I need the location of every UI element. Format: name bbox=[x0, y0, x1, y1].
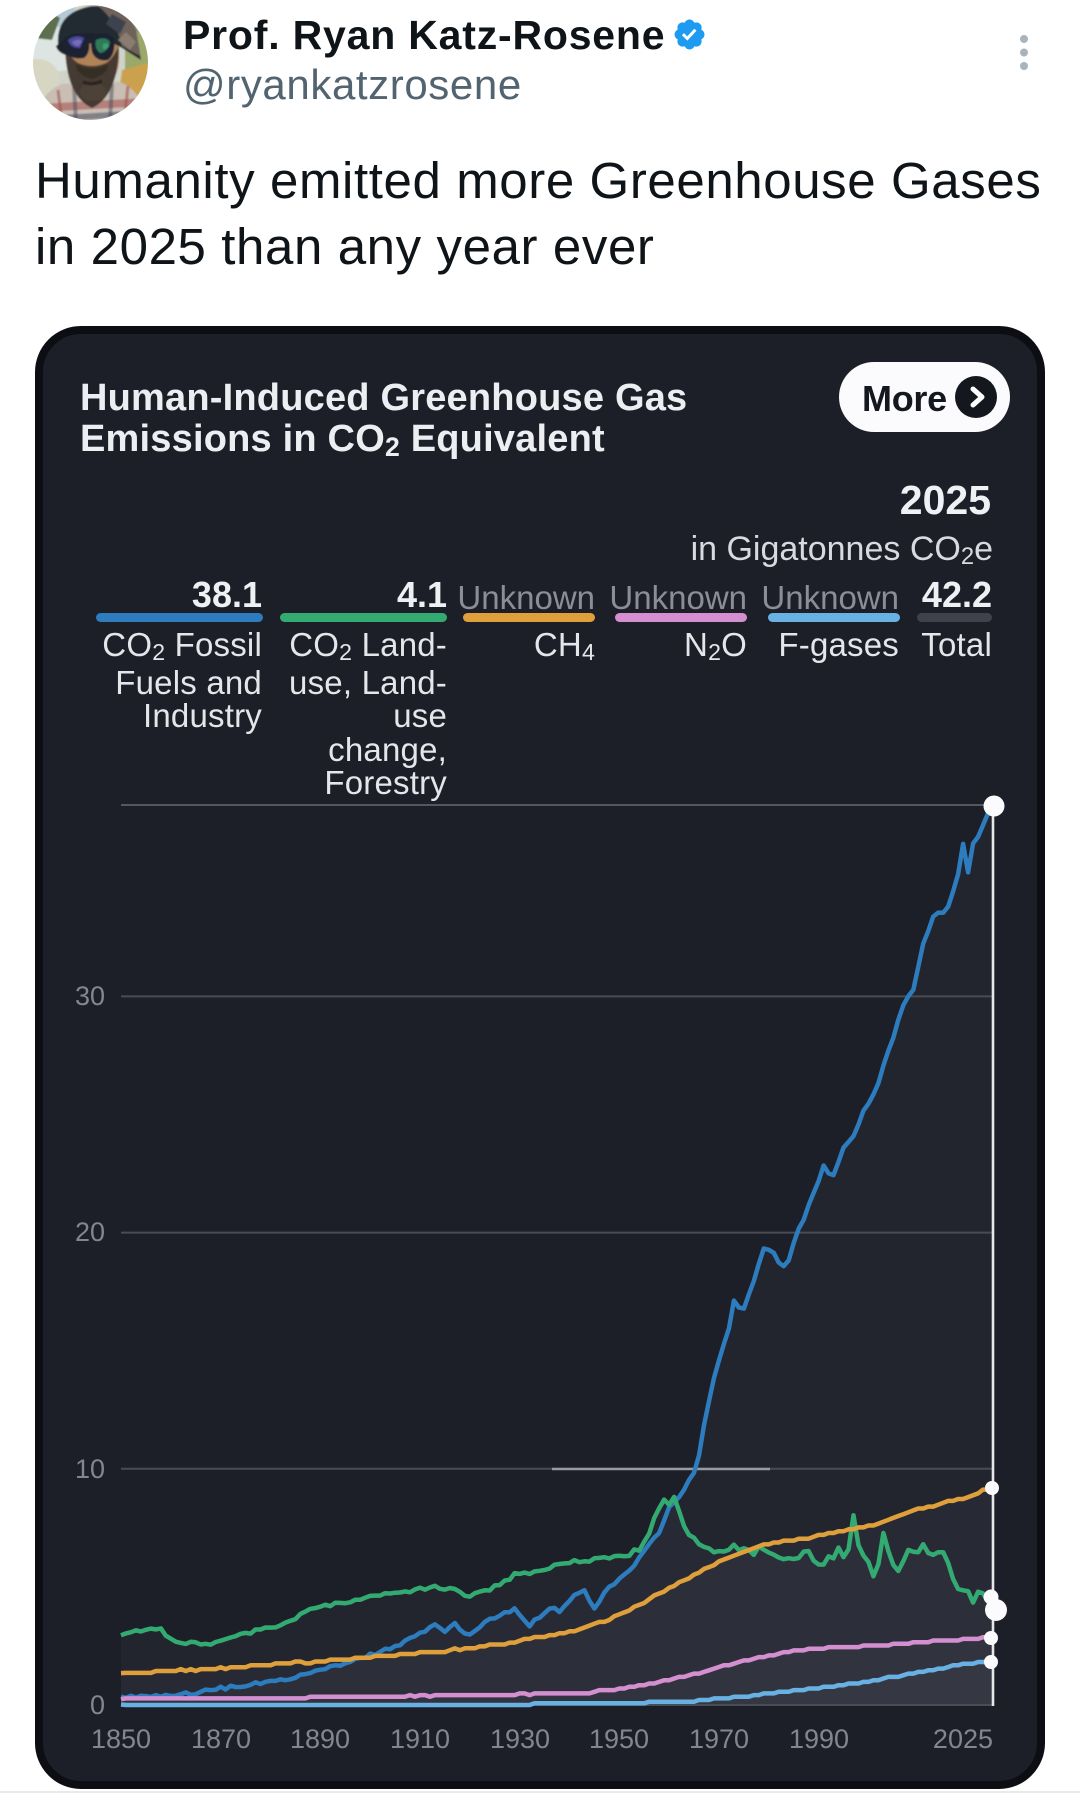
svg-text:1890: 1890 bbox=[290, 1724, 350, 1754]
svg-text:2025: 2025 bbox=[933, 1724, 993, 1754]
svg-text:1930: 1930 bbox=[490, 1724, 550, 1754]
svg-text:1870: 1870 bbox=[191, 1724, 251, 1754]
svg-text:10: 10 bbox=[75, 1454, 105, 1484]
svg-text:1950: 1950 bbox=[589, 1724, 649, 1754]
svg-text:1970: 1970 bbox=[689, 1724, 749, 1754]
svg-text:30: 30 bbox=[75, 981, 105, 1011]
svg-text:1990: 1990 bbox=[789, 1724, 849, 1754]
svg-text:20: 20 bbox=[75, 1217, 105, 1247]
svg-text:0: 0 bbox=[90, 1690, 105, 1720]
svg-text:1910: 1910 bbox=[390, 1724, 450, 1754]
svg-text:1850: 1850 bbox=[91, 1724, 151, 1754]
